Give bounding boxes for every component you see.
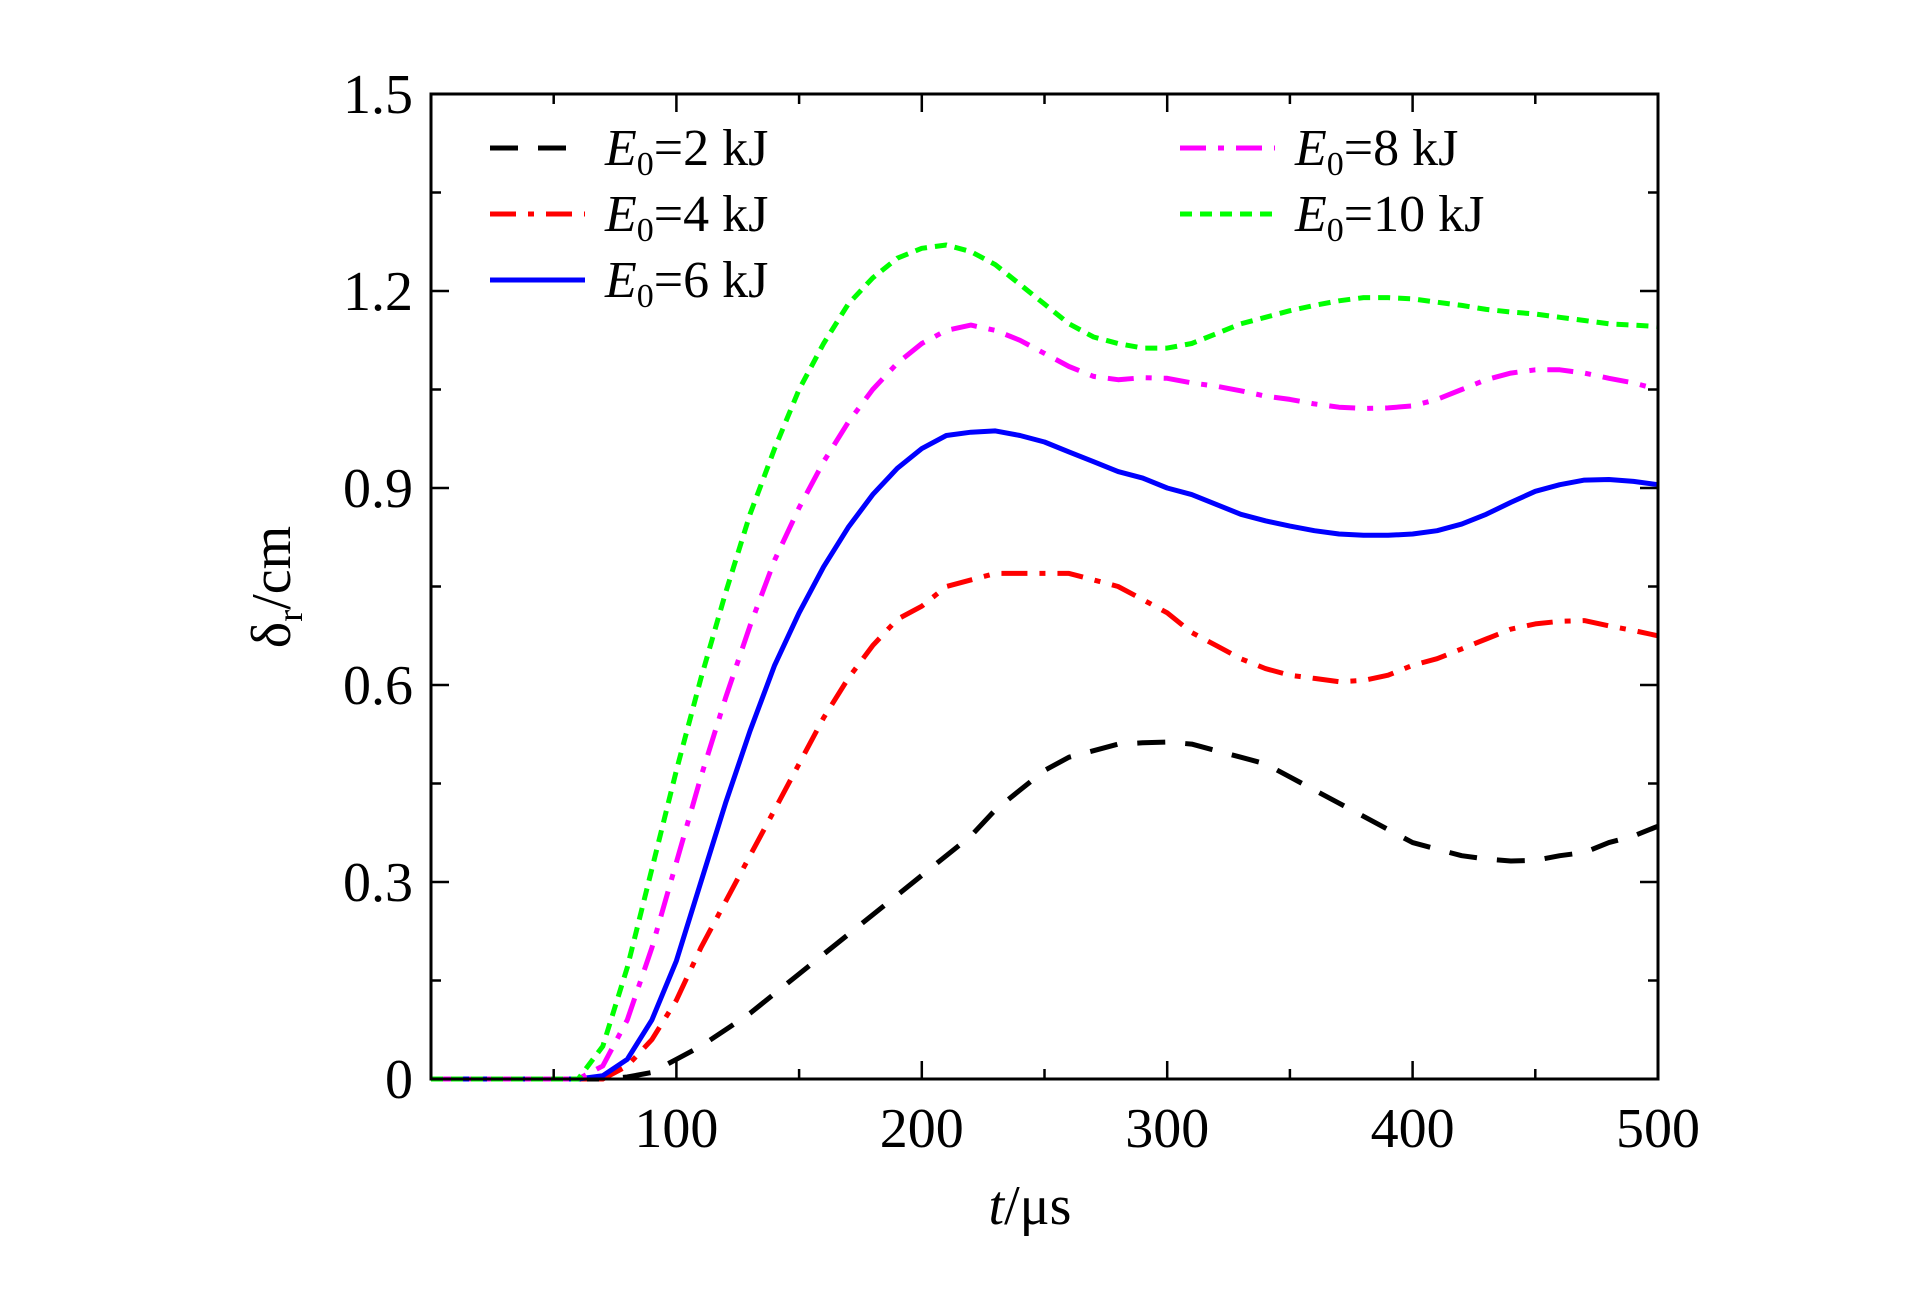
y-tick-label: 0 xyxy=(385,1049,413,1111)
y-axis-title: δr/cm xyxy=(241,526,310,648)
series-line-2 xyxy=(431,570,1659,1082)
series-line-3 xyxy=(431,428,1659,1082)
y-tick-label: 1.5 xyxy=(343,64,413,126)
y-tick-label: 1.2 xyxy=(343,261,413,323)
legend-label-2: E0=4 kJ xyxy=(604,186,768,249)
ticks-layer xyxy=(431,94,1658,1079)
series-layer xyxy=(431,242,1659,1082)
legend-label-5: E0=10 kJ xyxy=(1294,186,1484,249)
y-tick-label: 0.9 xyxy=(343,458,413,520)
y-tick-label: 0.3 xyxy=(343,852,413,914)
x-tick-label: 500 xyxy=(1616,1098,1700,1160)
x-tick-label: 200 xyxy=(880,1098,964,1160)
x-tick-label: 100 xyxy=(634,1098,718,1160)
tick-labels-layer: 100 200 300 400 500 0 0.3 0.6 0.9 1.2 1.5 xyxy=(343,64,1700,1160)
x-axis-title: t/μs xyxy=(989,1175,1072,1237)
x-tick-label: 300 xyxy=(1125,1098,1209,1160)
legend-label-3: E0=6 kJ xyxy=(604,252,768,315)
legend-label-4: E0=8 kJ xyxy=(1294,120,1458,183)
x-tick-label: 400 xyxy=(1371,1098,1455,1160)
y-tick-label: 0.6 xyxy=(343,655,413,717)
series-line-1 xyxy=(431,739,1659,1082)
series-line-5 xyxy=(431,242,1659,1082)
legend-label-1: E0=2 kJ xyxy=(604,120,768,183)
series-line-4 xyxy=(431,322,1659,1082)
